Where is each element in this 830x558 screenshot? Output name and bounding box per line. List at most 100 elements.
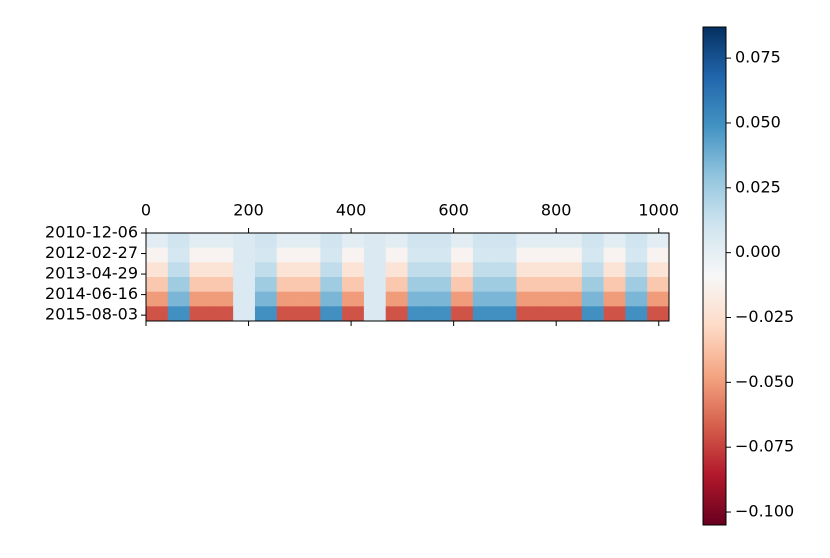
colorbar-tick-label: −0.075 (735, 437, 794, 456)
x-tick-label: 800 (541, 201, 572, 220)
heatmap-cell (516, 306, 539, 322)
heatmap-cell (298, 277, 321, 292)
heatmap-cell (581, 247, 604, 263)
x-tick-label: 400 (336, 201, 367, 220)
heatmap-cell (625, 233, 648, 248)
heatmap-cell (320, 306, 343, 322)
heatmap-cell (146, 306, 169, 322)
heatmap-cell (342, 262, 365, 278)
heatmap-cell (429, 247, 452, 263)
heatmap-cell (472, 306, 495, 322)
heatmap-cell (429, 306, 452, 322)
heatmap-cell (451, 306, 474, 322)
heatmap-cell (189, 247, 212, 263)
colorbar-tick-label: −0.050 (735, 372, 794, 391)
heatmap-cell (625, 247, 648, 263)
heatmap-cell (429, 291, 452, 307)
x-tick-label: 200 (233, 201, 264, 220)
y-tick-label: 2014-06-16 (45, 284, 138, 303)
heatmap-cell (320, 291, 343, 307)
heatmap-cell (647, 277, 670, 292)
heatmap-cell (276, 233, 299, 248)
heatmap-cell (603, 277, 626, 292)
heatmap-cell (254, 291, 278, 307)
heatmap-cell (167, 262, 190, 278)
heatmap-cell (451, 262, 474, 278)
heatmap-cell (560, 262, 583, 278)
heatmap-cell (363, 247, 387, 263)
heatmap-cell (298, 306, 321, 322)
heatmap-cell (516, 233, 539, 248)
heatmap-cell (429, 233, 452, 248)
heatmap-cell (233, 247, 256, 263)
colorbar (702, 26, 727, 526)
heatmap-cell (254, 233, 278, 248)
heatmap-cell (603, 247, 626, 263)
heatmap-cell (342, 306, 365, 322)
y-tick-label: 2015-08-03 (45, 305, 138, 324)
heatmap-cell (407, 233, 430, 248)
heatmap-cell (494, 306, 517, 322)
heatmap-cell (254, 306, 278, 322)
colorbar-tick-label: 0.000 (735, 242, 781, 261)
heatmap-cell (407, 262, 430, 278)
heatmap-cell (647, 291, 670, 307)
heatmap-cell (581, 277, 604, 292)
heatmap-cell (407, 291, 430, 307)
heatmap-cell (538, 247, 561, 263)
heatmap-cell (211, 233, 234, 248)
colorbar-tick-label: 0.075 (735, 48, 781, 67)
heatmap-cell (560, 247, 583, 263)
heatmap-cell (407, 306, 430, 322)
heatmap-cell (233, 291, 256, 307)
heatmap-cell (233, 233, 256, 248)
heatmap-cell (211, 247, 234, 263)
heatmap-cell (581, 262, 604, 278)
heatmap-cell (146, 291, 169, 307)
colorbar-tick-label: 0.025 (735, 177, 781, 196)
x-tick-label: 0 (141, 201, 151, 220)
heatmap-cell (276, 262, 299, 278)
heatmap-cell (363, 291, 387, 307)
heatmap-cell (167, 277, 190, 292)
heatmap-cell (494, 233, 517, 248)
heatmap-cell (276, 277, 299, 292)
heatmap-cell (516, 262, 539, 278)
heatmap-cell (385, 262, 408, 278)
heatmap-cell (494, 262, 517, 278)
heatmap-cell (516, 247, 539, 263)
heatmap-cell (233, 262, 256, 278)
heatmap-cell (625, 262, 648, 278)
heatmap-cell (146, 262, 169, 278)
heatmap-cell (581, 233, 604, 248)
heatmap-cell (647, 233, 670, 248)
heatmap-cell (647, 306, 670, 322)
heatmap-cell (407, 277, 430, 292)
heatmap-cell (494, 247, 517, 263)
y-tick-label: 2013-04-29 (45, 264, 138, 283)
axes-frame (145, 232, 670, 322)
heatmap-cell (276, 306, 299, 322)
heatmap-cell (298, 233, 321, 248)
heatmap-cell (342, 247, 365, 263)
heatmap-cell (472, 277, 495, 292)
heatmap-cell (385, 291, 408, 307)
heatmap-cell (581, 306, 604, 322)
heatmap-cell (407, 247, 430, 263)
heatmap-cell (320, 277, 343, 292)
heatmap-cell (560, 233, 583, 248)
heatmap-cell (342, 277, 365, 292)
heatmap-cell (603, 233, 626, 248)
heatmap-cell (146, 233, 169, 248)
heatmap-cell (211, 277, 234, 292)
heatmap-cell (472, 233, 495, 248)
heatmap-cell (581, 291, 604, 307)
heatmap-cell (647, 262, 670, 278)
heatmap-cell (603, 306, 626, 322)
heatmap-cell (167, 306, 190, 322)
heatmap-cell (276, 247, 299, 263)
heatmap-cell (472, 262, 495, 278)
heatmap-cell (625, 291, 648, 307)
x-tick-label: 1000 (638, 201, 679, 220)
heatmap-cell (385, 247, 408, 263)
